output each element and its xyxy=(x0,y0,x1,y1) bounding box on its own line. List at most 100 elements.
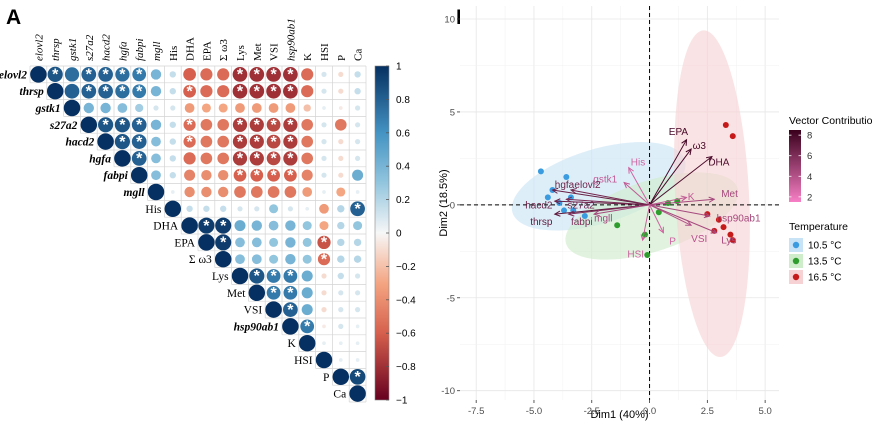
vector-arrowhead xyxy=(708,196,716,203)
vector-arrowhead xyxy=(658,226,664,234)
correlation-circle xyxy=(354,155,361,162)
significance-star: * xyxy=(220,218,227,235)
vector-label: s27a2 xyxy=(567,200,595,211)
significance-star: * xyxy=(52,67,59,84)
correlation-circle xyxy=(217,186,229,198)
column-label: His xyxy=(168,46,180,61)
significance-star: * xyxy=(102,83,109,100)
correlation-circle xyxy=(150,119,162,131)
correlation-circle xyxy=(301,287,313,299)
correlation-circle xyxy=(150,69,162,80)
significance-star: * xyxy=(136,151,143,168)
vector-arrowhead xyxy=(567,210,575,217)
correlation-circle xyxy=(300,319,315,334)
loading-vector xyxy=(628,167,650,206)
correlation-circle xyxy=(184,169,196,181)
correlation-circle xyxy=(322,341,326,346)
significance-star: * xyxy=(287,268,294,285)
correlation-circle xyxy=(303,104,311,112)
correlation-circle xyxy=(321,306,327,313)
column-label: DHA xyxy=(185,37,197,61)
diagonal-circle xyxy=(231,267,249,285)
diagonal-circle xyxy=(80,116,98,134)
legend-entry-label: 13.5 °C xyxy=(808,257,841,268)
correlation-circle xyxy=(200,135,213,148)
colorbar-tick-label: 0.8 xyxy=(396,95,410,106)
significance-star: * xyxy=(254,83,261,100)
row-label: Σ ω3 xyxy=(189,254,212,266)
colorbar-tick-label: 1 xyxy=(396,62,402,73)
vector-label: Lys xyxy=(721,236,736,247)
correlation-circle xyxy=(266,117,281,132)
significance-star: * xyxy=(186,134,193,151)
diagonal-circle xyxy=(198,234,215,251)
vector-arrowhead xyxy=(592,210,600,217)
significance-star: * xyxy=(136,117,143,134)
correlation-circle xyxy=(355,358,360,362)
correlation-circle xyxy=(285,103,296,113)
correlation-circle xyxy=(337,238,345,247)
significance-star: * xyxy=(270,285,277,302)
significance-star: * xyxy=(270,83,277,100)
data-point xyxy=(537,168,544,175)
row-label: Ca xyxy=(333,389,346,401)
y-tick-label: -10 xyxy=(441,386,455,397)
correlation-circle xyxy=(115,84,130,99)
correlation-circle xyxy=(232,83,248,99)
correlation-circle xyxy=(153,105,159,111)
correlation-circle xyxy=(151,153,161,164)
data-point xyxy=(727,231,734,238)
vector-label: hacd2 xyxy=(525,200,553,211)
correlation-circle xyxy=(350,201,365,217)
correlation-circle xyxy=(183,118,196,131)
column-label: hsp90ab1 xyxy=(285,18,297,61)
correlation-circle xyxy=(83,102,95,114)
correlation-circle xyxy=(301,169,313,181)
correlation-circle xyxy=(217,68,230,81)
correlation-circle xyxy=(218,103,228,113)
contribution-tick-label: 4 xyxy=(807,172,812,183)
correlation-circle xyxy=(283,83,298,99)
pca-legends: Vector Contribution 8 6 4 2 Temperature 10.5 °… xyxy=(789,115,872,284)
diagonal-circle xyxy=(63,99,81,117)
correlation-circle xyxy=(200,118,213,131)
data-point xyxy=(715,216,722,223)
vector-arrowhead xyxy=(681,138,688,146)
correlation-circle xyxy=(354,105,361,111)
correlation-circle xyxy=(267,168,280,182)
y-tick-label: 10 xyxy=(444,15,455,26)
confidence-ellipse xyxy=(674,30,750,358)
correlation-circle xyxy=(266,151,281,166)
significance-star: * xyxy=(136,83,143,100)
column-label: Lys xyxy=(235,45,247,61)
correlation-circle xyxy=(353,255,362,263)
panel-a-label: A xyxy=(6,6,21,29)
correlation-circle xyxy=(338,341,343,346)
correlation-circle xyxy=(249,134,264,149)
vector-arrowhead xyxy=(565,196,573,203)
significance-star: * xyxy=(287,285,294,302)
correlation-circle xyxy=(183,68,196,81)
diagonal-circle xyxy=(46,82,64,100)
diagonal-circle xyxy=(315,351,333,369)
correlation-circle xyxy=(131,134,147,149)
correlation-circle xyxy=(266,67,281,82)
correlation-circle xyxy=(267,186,280,198)
correlation-circle xyxy=(115,67,130,82)
significance-star: * xyxy=(136,67,143,84)
correlation-circle xyxy=(302,237,312,247)
significance-star: * xyxy=(119,134,126,151)
correlation-circle xyxy=(232,151,248,166)
correlation-circle xyxy=(338,323,344,330)
vector-arrowhead xyxy=(710,227,718,234)
vector-arrowhead xyxy=(553,198,561,205)
significance-star: * xyxy=(287,151,294,168)
correlation-circle xyxy=(114,134,130,150)
colorbar-tick-label: −0.4 xyxy=(396,295,416,306)
column-label: s27a2 xyxy=(84,34,96,61)
correlation-circle xyxy=(287,206,294,212)
correlation-circle xyxy=(201,103,211,113)
significance-star: * xyxy=(119,83,126,100)
correlation-circle xyxy=(355,341,360,346)
